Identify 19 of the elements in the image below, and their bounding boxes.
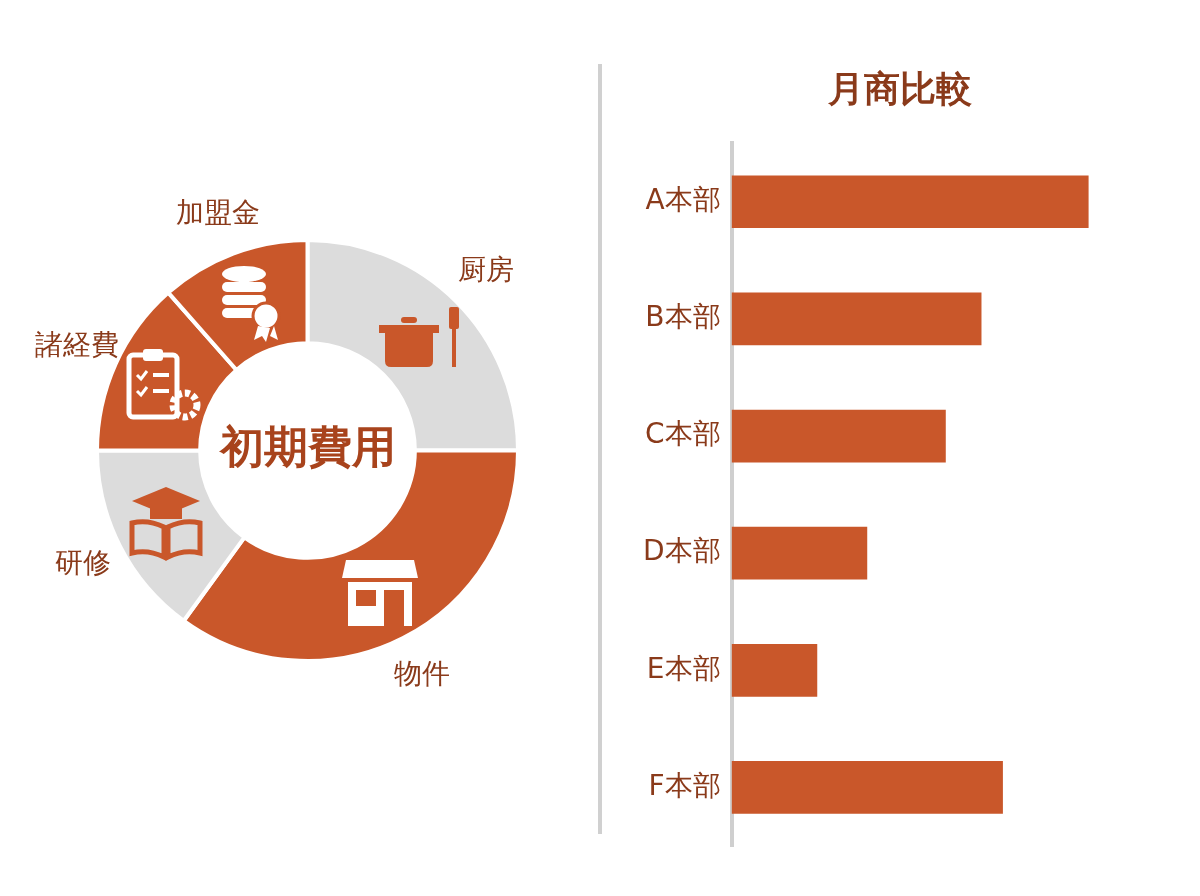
- slice-label: 加盟金: [176, 195, 261, 229]
- slice-label: 物件: [394, 656, 451, 690]
- bar: [731, 292, 982, 346]
- bar: [731, 761, 1003, 814]
- slice-label: 厨房: [458, 253, 515, 287]
- y-tick-label: F本部: [648, 768, 721, 802]
- bar: [731, 643, 818, 697]
- slice-label: 諸経費: [35, 327, 120, 361]
- chart-title: 月商比較: [827, 67, 972, 109]
- bar: [731, 526, 868, 580]
- bar: [731, 175, 1089, 229]
- y-tick-label: A本部: [645, 183, 721, 217]
- bar: [731, 409, 946, 463]
- text: 初期費用: [217, 420, 396, 472]
- slice-label: 研修: [54, 546, 111, 580]
- y-tick-label: B本部: [645, 300, 721, 334]
- y-tick-label: C本部: [645, 417, 721, 451]
- y-tick-label: E本部: [646, 651, 721, 685]
- y-tick-label: D本部: [643, 534, 721, 568]
